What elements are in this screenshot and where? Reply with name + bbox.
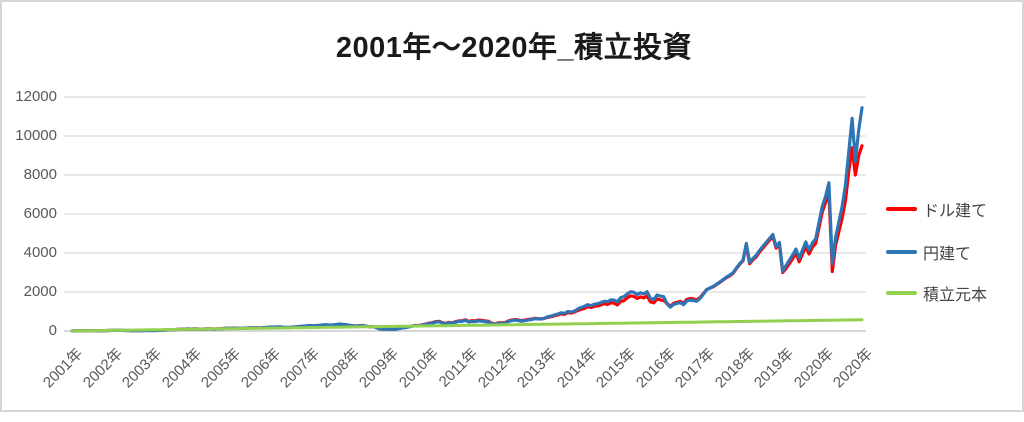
y-axis-label: 0	[48, 322, 57, 339]
plot-area	[64, 96, 866, 333]
y-axis-label: 10000	[15, 127, 57, 144]
legend-line-icon	[886, 250, 917, 254]
y-axis-label: 6000	[23, 205, 57, 222]
y-axis-label: 12000	[15, 88, 57, 105]
series-line-principal	[70, 318, 864, 333]
series-line-yen	[70, 106, 864, 333]
legend-item: ドル建て	[886, 198, 987, 220]
legend-line-icon	[886, 291, 917, 295]
series-line-dollar	[70, 144, 864, 333]
y-axis-label: 8000	[23, 166, 57, 183]
legend-item: 円建て	[886, 241, 971, 263]
chart-title: 2001年～2020年_積立投資	[335, 32, 693, 64]
legend-label: ドル建て	[923, 203, 988, 220]
legend-line-icon	[886, 207, 917, 211]
legend-label: 円建て	[923, 246, 972, 263]
chart-object[interactable]: 2001年～2020年_積立投資 0 2000 4000 6000 8000 10000 1…	[0, 0, 1024, 412]
legend-item: 積立元本	[886, 282, 987, 304]
y-axis-label: 2000	[23, 283, 57, 300]
y-axis-label: 4000	[23, 244, 57, 261]
legend-label: 積立元本	[923, 287, 988, 304]
